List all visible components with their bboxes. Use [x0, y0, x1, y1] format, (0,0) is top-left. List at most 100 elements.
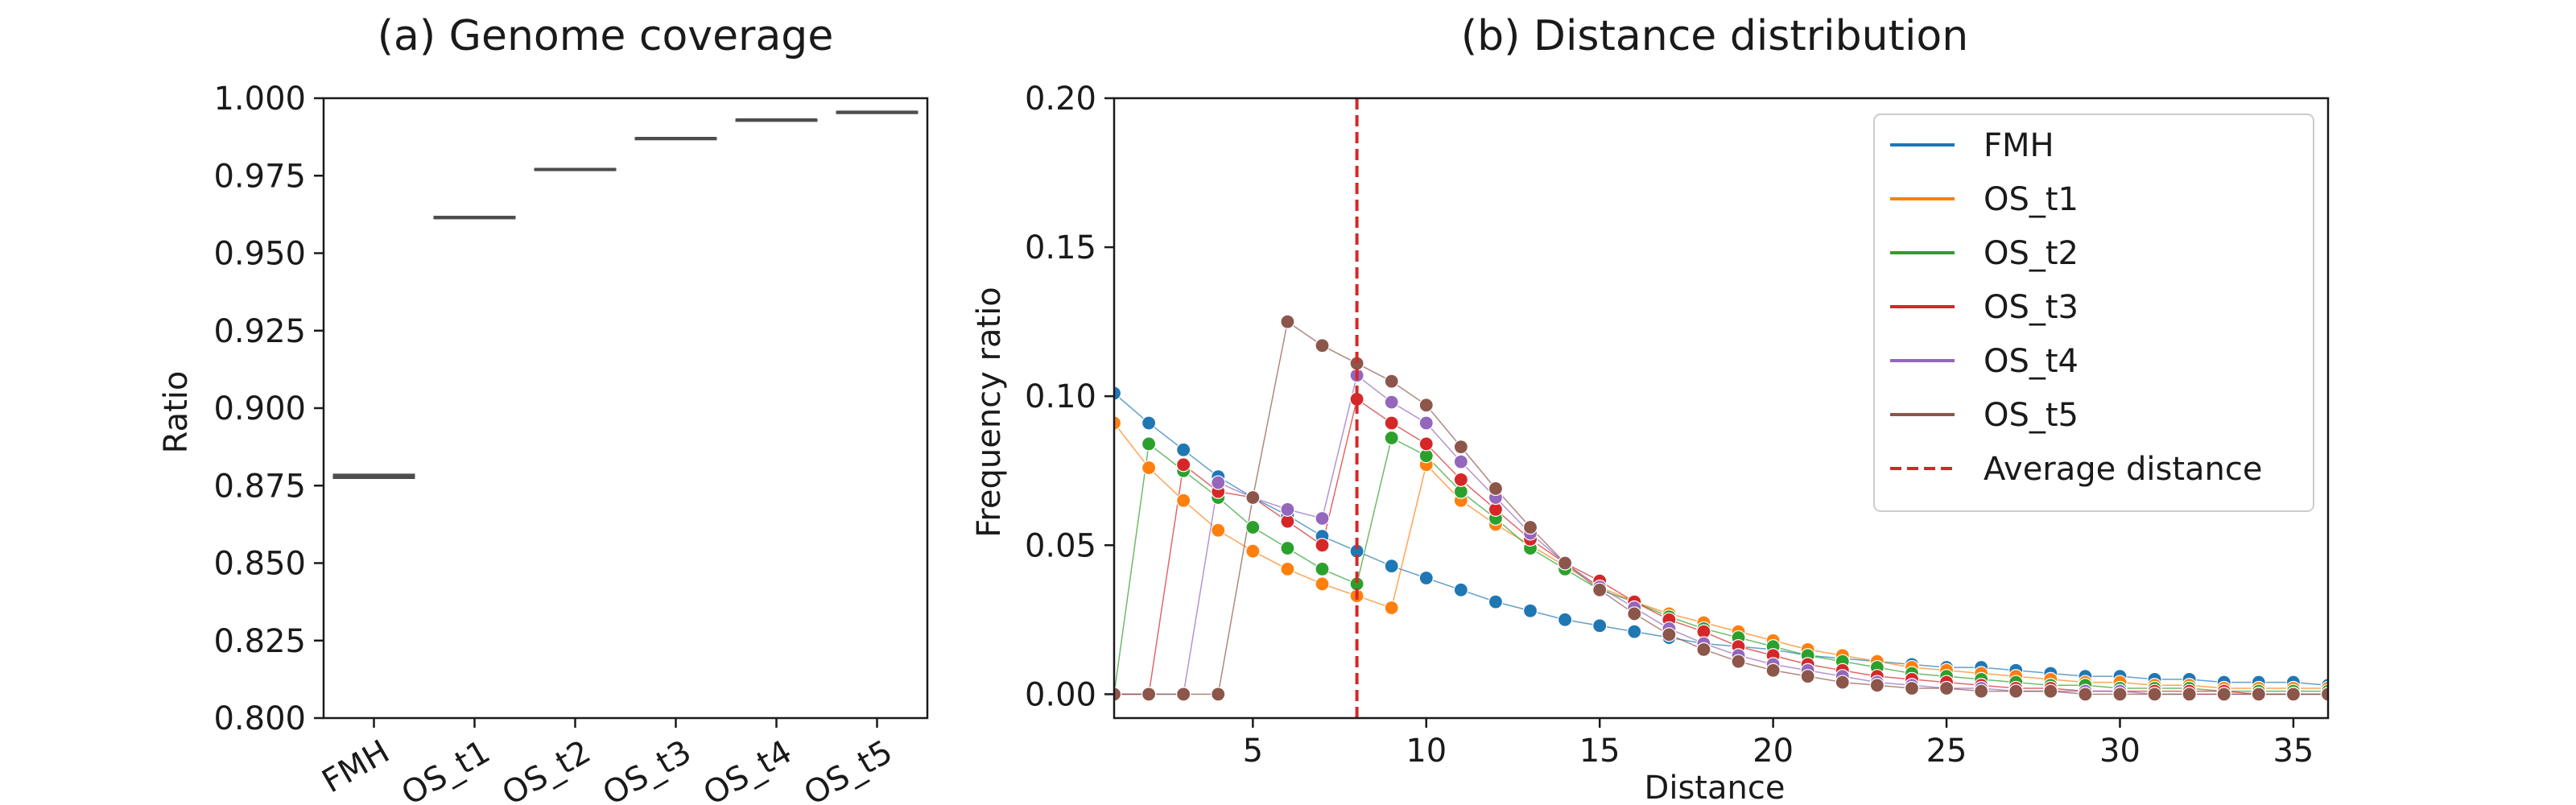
point-OS_t2: [1384, 430, 1399, 446]
point-FMH: [1453, 582, 1468, 597]
point-OS_t1: [1176, 493, 1191, 508]
panel-b-title: (b) Distance distribution: [1461, 12, 1968, 60]
y-tick-label: 0.825: [213, 623, 306, 660]
y-tick-label: 0.20: [1025, 80, 1096, 118]
y-tick-label: 0.925: [213, 313, 306, 350]
point-OS_t5: [1245, 489, 1261, 506]
point-FMH: [1114, 386, 1122, 401]
point-OS_t5: [1280, 314, 1295, 329]
panel-b-x-axis-label: Distance: [1645, 770, 1785, 805]
point-OS_t5: [1696, 642, 1711, 657]
y-tick-label: 0.950: [213, 236, 306, 273]
point-OS_t5: [1315, 338, 1330, 353]
point-OS_t5: [1835, 675, 1850, 690]
point-OS_t5: [1114, 687, 1122, 702]
point-OS_t3: [1418, 436, 1434, 452]
legend-label: OS_t2: [1984, 235, 2079, 272]
point-OS_t1: [1211, 522, 1226, 538]
point-OS_t3: [1315, 538, 1330, 553]
legend-box: [1873, 114, 2314, 512]
point-OS_t5: [1904, 680, 1920, 696]
point-OS_t5: [2216, 687, 2231, 702]
point-OS_t5: [1938, 680, 1955, 696]
y-tick-label: 0.05: [1025, 527, 1096, 564]
point-OS_t5: [1869, 678, 1885, 693]
point-OS_t4: [1211, 475, 1226, 490]
point-OS_t5: [2285, 687, 2301, 702]
point-OS_t5: [2043, 683, 2058, 699]
point-OS_t5: [1592, 582, 1608, 597]
point-FMH: [1522, 603, 1538, 618]
x-tick-label: 15: [1579, 733, 1620, 770]
y-tick-label: 0.850: [213, 546, 306, 583]
point-OS_t4: [1418, 415, 1434, 431]
panel-b-distance-distribution: (b) Distance distribution Distance Frequ…: [971, 12, 2330, 805]
point-OS_t5: [1176, 687, 1191, 702]
x-tick-label: OS_t2: [496, 733, 597, 805]
x-tick-label: 5: [1243, 733, 1263, 770]
point-FMH: [1176, 442, 1191, 457]
y-tick-label: 1.000: [213, 80, 306, 118]
y-tick-label: 0.875: [213, 468, 306, 505]
point-OS_t5: [2112, 687, 2128, 702]
x-tick-label: OS_t4: [697, 733, 798, 805]
point-OS_t4: [1384, 394, 1399, 410]
point-OS_t1: [1280, 561, 1295, 577]
point-OS_t5: [1453, 440, 1468, 455]
legend-label: OS_t1: [1984, 181, 2079, 218]
legend-label: OS_t5: [1984, 397, 2079, 434]
legend-label: FMH: [1984, 127, 2054, 164]
y-tick-label: 0.10: [1025, 378, 1096, 415]
y-tick-label: 0.00: [1025, 676, 1096, 713]
point-OS_t3: [1384, 415, 1399, 431]
panel-a-frame: [322, 97, 929, 720]
panel-b-frame: [1113, 97, 2330, 720]
point-FMH: [1627, 624, 1642, 639]
x-tick-label: 30: [2099, 733, 2140, 770]
point-OS_t5: [1141, 687, 1157, 702]
point-OS_t5: [2078, 687, 2093, 702]
point-OS_t3: [1453, 472, 1468, 487]
point-OS_t5: [2251, 687, 2266, 702]
point-OS_t5: [1627, 606, 1642, 621]
point-FMH: [1488, 594, 1504, 609]
point-OS_t1: [1141, 460, 1157, 476]
x-tick-label: 25: [1926, 733, 1967, 770]
legend-label: Average distance: [1984, 451, 2262, 488]
x-tick-label: OS_t1: [395, 733, 496, 805]
y-tick-label: 0.15: [1025, 229, 1096, 266]
point-OS_t5: [1211, 687, 1226, 702]
point-OS_t5: [2147, 687, 2162, 702]
panel-a-plot-area: 0.800 0.825 0.850 0.875 0.900 0.925 0.950 0.975…: [213, 80, 929, 805]
point-OS_t5: [2320, 687, 2328, 702]
point-OS_t5: [1522, 519, 1538, 535]
y-tick-label: 0.900: [213, 390, 306, 427]
point-OS_t1: [1315, 576, 1330, 592]
point-FMH: [1384, 559, 1399, 574]
point-OS_t4: [1280, 502, 1295, 517]
point-OS_t4: [1315, 510, 1330, 526]
panel-a-title: (a) Genome coverage: [378, 12, 834, 60]
series-group: [1114, 314, 2328, 702]
point-FMH: [1558, 612, 1573, 627]
point-OS_t5: [1418, 398, 1434, 413]
point-FMH: [1141, 415, 1157, 431]
point-OS_t4: [1453, 454, 1468, 469]
point-OS_t2: [1245, 519, 1261, 535]
legend-label: OS_t4: [1984, 343, 2079, 380]
panel-a-genome-coverage: (a) Genome coverage Ratio 0.800 0.825 0.85…: [158, 12, 929, 805]
x-tick-label: OS_t5: [798, 733, 898, 805]
point-OS_t2: [1280, 540, 1295, 556]
panel-a-y-axis-label: Ratio: [158, 371, 195, 454]
point-OS_t3: [1176, 457, 1191, 473]
point-OS_t5: [1731, 654, 1746, 669]
x-tick-label: OS_t3: [597, 733, 697, 805]
x-tick-label: 10: [1406, 733, 1447, 770]
panel-b-y-axis-label: Frequency ratio: [971, 287, 1008, 538]
x-tick-label: 20: [1752, 733, 1794, 770]
point-OS_t5: [1765, 663, 1781, 678]
y-tick-label: 0.800: [213, 700, 306, 737]
point-OS_t1: [1114, 415, 1122, 431]
point-OS_t2: [1315, 561, 1330, 577]
